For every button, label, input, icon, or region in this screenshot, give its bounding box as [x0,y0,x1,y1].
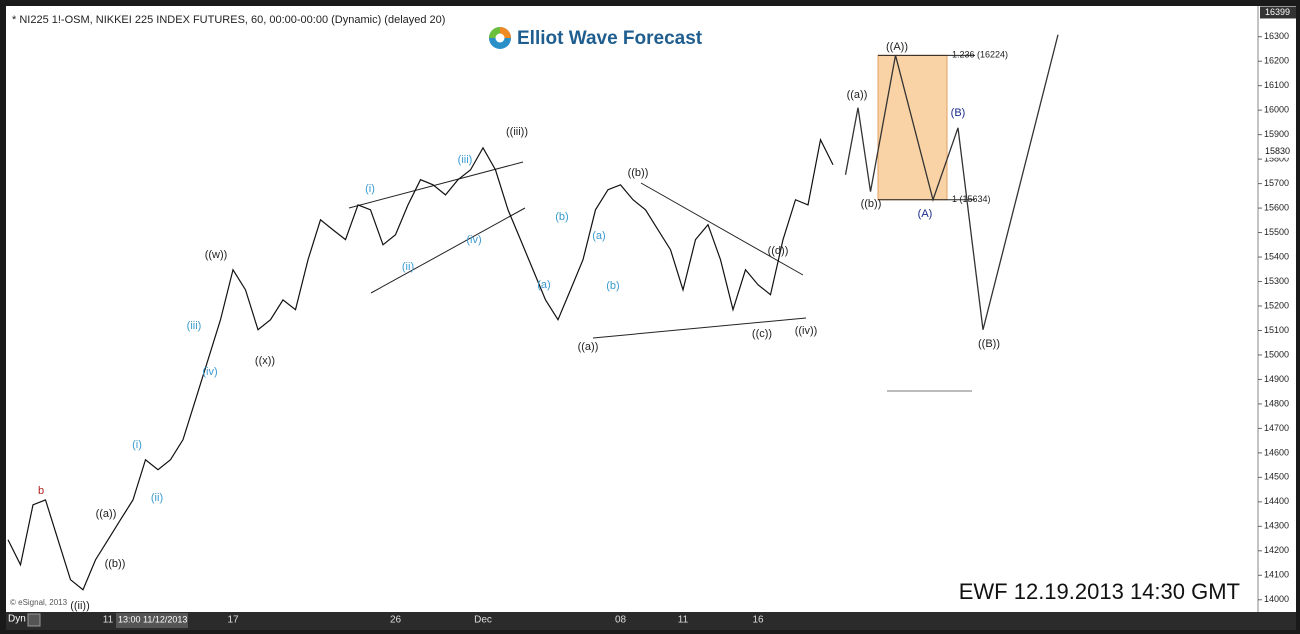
y-tick-label: 16000 [1264,105,1289,115]
wave-label: (a) [537,279,550,291]
wave-label: ((a)) [578,341,599,353]
wave-label: ((d)) [768,245,789,257]
y-tick-label: 14200 [1264,545,1289,555]
fib-label: 1.236 (16224) [952,50,1008,60]
y-tick-label: 14800 [1264,398,1289,408]
price-marker [1260,145,1296,158]
projection-line [844,34,1059,330]
cursor-box [116,613,188,628]
x-tick-label: Dec [474,615,492,626]
price-axis [1258,6,1296,612]
mode-label: Dyn [8,614,26,625]
y-tick-label: 16100 [1264,80,1289,90]
wave-label: (i) [365,183,375,195]
y-tick-label: 15400 [1264,251,1289,261]
y-tick-label: 15900 [1264,129,1289,139]
plot-area [6,6,1258,612]
time-axis [6,612,1296,630]
wave-label: ((b)) [105,558,126,570]
annotation-lines [348,161,972,392]
logo: Elliot Wave Forecast [489,27,703,49]
wave-label: (iii) [187,320,202,332]
trend-line [640,182,804,276]
y-tick-label: 15300 [1264,276,1289,286]
wave-label: (iii) [458,154,473,166]
price-marker [1260,6,1296,19]
y-tick-label: 15200 [1264,300,1289,310]
wave-label: ((b)) [861,198,882,210]
x-tick-label: 08 [615,615,627,626]
y-tick-label: 15500 [1264,227,1289,237]
wave-label: (a) [592,230,605,242]
y-tick-label: 15700 [1264,178,1289,188]
copyright: © eSignal, 2013 [10,598,68,607]
wave-label: ((a)) [847,89,868,101]
y-tick-label: 14600 [1264,447,1289,457]
wave-label: ((a)) [96,508,117,520]
logo-icon-center [495,33,505,43]
wave-label: b [38,485,44,497]
wave-label: ((ii)) [70,600,90,612]
fib-label: 1 (15634) [952,194,991,204]
x-tick-label: 17 [227,615,239,626]
cursor-label: 13:00 11/12/2013 [118,614,187,624]
brand: Elliot Wave Forecast [517,28,703,49]
scroll-button[interactable] [27,613,41,627]
y-tick-label: 16300 [1264,31,1289,41]
wave-label: (ii) [402,261,414,273]
wave-label: (b) [555,211,568,223]
wave-label: ((x)) [255,355,275,367]
x-tick-label: 16 [752,615,764,626]
y-tick-label: 16200 [1264,56,1289,66]
x-tick-label: 11 [103,615,114,626]
y-tick-label: 14100 [1264,570,1289,580]
wave-label: ((b)) [628,167,649,179]
y-tick-label: 15800 [1264,153,1289,163]
y-tick-label: 15000 [1264,349,1289,359]
y-tick-label: 14500 [1264,472,1289,482]
y-tick-label: 14000 [1264,594,1289,604]
fib-zone [877,54,948,201]
trend-line [370,207,526,294]
price-marker-label: 16399 [1265,7,1290,17]
wave-label: ((iv)) [795,325,818,337]
wave-label: (i) [132,439,142,451]
wave-label: ((B)) [978,338,1000,350]
y-tick-label: 15100 [1264,325,1289,335]
timestamp: EWF 12.19.2013 14:30 GMT [959,579,1240,604]
wave-label: (B) [951,107,966,119]
wave-label: ((A)) [886,41,908,53]
wave-label: ((c)) [752,328,772,340]
y-tick-label: 14700 [1264,423,1289,433]
wave-label: (ii) [151,492,163,504]
x-tick-label: 11 [678,615,689,626]
wave-label: ((iii)) [506,126,528,138]
wave-label: (b) [606,280,619,292]
price-line [7,137,834,591]
chart-title: * NI225 1!-OSM, NIKKEI 225 INDEX FUTURES… [12,14,445,26]
wave-label: (iv) [466,234,481,246]
y-tick-label: 14300 [1264,521,1289,531]
y-tick-label: 15600 [1264,202,1289,212]
wave-label: (iv) [202,366,217,378]
y-tick-label: 14400 [1264,496,1289,506]
wave-label: ((w)) [205,249,228,261]
x-tick-label: 26 [390,615,402,626]
wave-label: (A) [918,208,933,220]
price-marker-label: 15830 [1265,146,1290,156]
trend-line [592,317,807,339]
trend-line [348,161,524,209]
y-tick-label: 14900 [1264,374,1289,384]
